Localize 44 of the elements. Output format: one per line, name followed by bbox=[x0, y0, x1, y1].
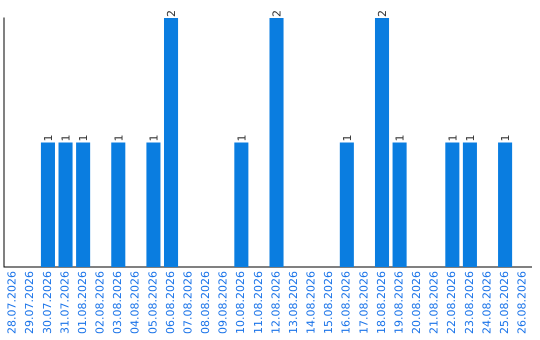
x-tick-label: 03.08.2026 bbox=[111, 271, 124, 334]
data-label: 2 bbox=[376, 10, 390, 17]
x-tick-label: 04.08.2026 bbox=[128, 271, 142, 334]
data-label: 1 bbox=[112, 134, 126, 142]
x-tick-label: 08.08.2026 bbox=[199, 271, 212, 334]
x-tick-label: 09.08.2026 bbox=[216, 271, 230, 334]
x-tick-label: 07.08.2026 bbox=[181, 271, 194, 334]
x-tick-label: 25.08.2026 bbox=[498, 271, 511, 334]
x-tick-label: 16.08.2026 bbox=[340, 271, 353, 334]
x-tick-label: 21.08.2026 bbox=[428, 271, 441, 334]
data-label: 1 bbox=[147, 134, 160, 142]
x-tick-label: 13.08.2026 bbox=[286, 271, 300, 334]
data-label: 1 bbox=[60, 134, 73, 142]
data-label: 2 bbox=[270, 10, 284, 17]
data-label: 1 bbox=[77, 134, 90, 142]
data-label: 2 bbox=[165, 10, 178, 17]
x-tick-label: 11.08.2026 bbox=[252, 271, 265, 334]
x-tick-label: 17.08.2026 bbox=[357, 271, 370, 334]
x-tick-label: 29.07.2026 bbox=[23, 271, 36, 334]
x-tick-label: 30.07.2026 bbox=[40, 271, 54, 334]
x-tick-label: 24.08.2026 bbox=[480, 271, 494, 334]
x-tick-label: 26.08.2026 bbox=[516, 271, 529, 334]
x-tick-label: 15.08.2026 bbox=[322, 271, 336, 334]
x-tick-label: 23.08.2026 bbox=[462, 271, 476, 334]
x-tick-label: 20.08.2026 bbox=[410, 271, 424, 334]
data-label: 1 bbox=[42, 134, 55, 142]
x-tick-label: 28.07.2026 bbox=[6, 271, 19, 334]
x-tick-label: 18.08.2026 bbox=[374, 271, 388, 334]
x-tick-label: 19.08.2026 bbox=[392, 271, 406, 334]
data-label: 1 bbox=[446, 134, 460, 142]
data-label: 1 bbox=[340, 134, 354, 142]
x-tick-label: 10.08.2026 bbox=[234, 271, 248, 334]
x-tick-label: 12.08.2026 bbox=[269, 271, 282, 334]
x-tick-label: 31.07.2026 bbox=[58, 271, 72, 334]
data-label: 1 bbox=[499, 134, 512, 142]
data-label: 1 bbox=[235, 134, 248, 142]
x-tick-label: 05.08.2026 bbox=[146, 271, 160, 334]
x-tick-label: 14.08.2026 bbox=[304, 271, 318, 334]
x-tick-label: 22.08.2026 bbox=[445, 271, 458, 334]
data-label: 1 bbox=[394, 134, 407, 142]
x-tick-label: 06.08.2026 bbox=[164, 271, 177, 334]
x-tick-label: 02.08.2026 bbox=[94, 271, 107, 334]
data-label: 1 bbox=[464, 134, 477, 142]
x-tick-label: 01.08.2026 bbox=[76, 271, 89, 334]
